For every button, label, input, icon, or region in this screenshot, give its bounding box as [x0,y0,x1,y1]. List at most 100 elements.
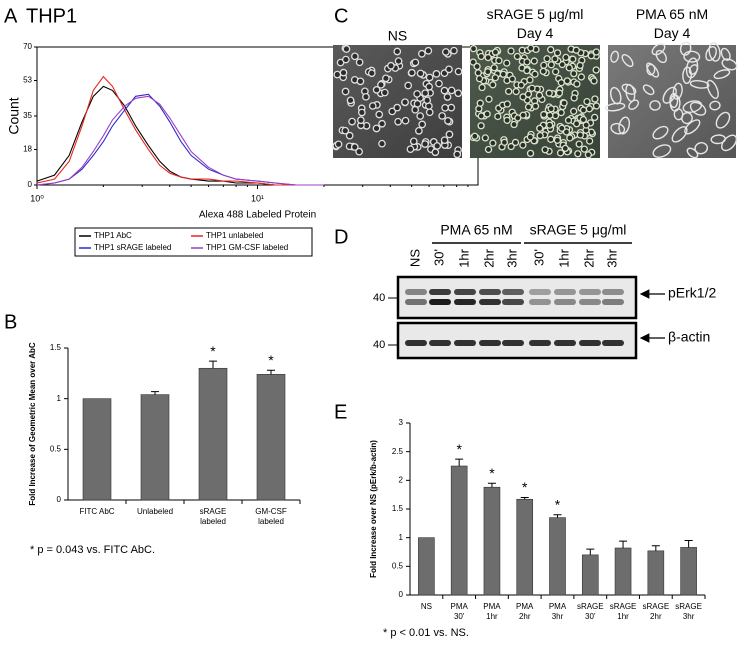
y-axis-label: Count [6,97,22,134]
cell [425,108,434,117]
lane-label: 1hr [456,248,471,267]
cell [357,116,365,125]
cell [590,77,598,85]
cell [621,53,634,68]
y-tick-label: 1.5 [50,343,62,352]
cell [682,66,692,85]
cell [477,112,485,120]
blot-band [579,289,601,295]
cell [563,77,571,85]
cell [440,136,449,145]
cell [503,116,511,124]
cell [551,55,559,63]
cell [367,69,376,78]
cell [511,138,520,147]
cell [580,145,588,153]
cell [610,50,620,63]
y-tick-label: 1 [57,394,62,403]
cell [682,100,703,113]
cell [505,87,513,96]
cell [566,134,574,142]
cell [372,86,381,94]
cell [503,59,511,67]
x-tick-label: sRAGE labeled [200,507,227,526]
legend-label: THP1 unlabeled [206,231,263,240]
significance-mark: * [555,496,561,512]
bar [198,367,228,501]
cell [454,67,463,76]
y-tick-label: 0.5 [392,561,404,570]
legend-label: THP1 GM-CSF labeled [206,243,288,252]
cell [355,58,364,67]
cell [689,80,710,89]
cell [590,113,599,122]
cell [450,46,458,55]
error-bar [586,548,595,555]
significance-mark: * [268,352,274,368]
cell [444,117,452,125]
significance-mark: * [522,479,528,495]
cell [421,140,429,148]
lane-label: 3hr [504,248,519,267]
cell [517,81,525,89]
cell [561,144,569,153]
cell [341,87,350,96]
cell [545,89,553,97]
blot-band [529,289,551,295]
blot-band [405,299,427,305]
blot-band [554,340,576,346]
cell [346,96,355,105]
cell [348,117,356,126]
cell [355,147,363,156]
legend-label: THP1 sRAGE labeled [94,243,171,252]
image-title: PMA 65 nM Day 4 [636,6,708,41]
cell [592,48,601,56]
y-tick-label: 35 [23,111,32,120]
lane-group-label: sRAGE 5 μg/ml [530,222,627,238]
cell [562,128,571,136]
cell [447,103,456,112]
bar [140,394,170,501]
error-bar [619,540,628,548]
cell [526,133,534,141]
y-tick-label: 18 [23,145,32,154]
cell [484,53,492,62]
cell [713,69,731,80]
cell [476,99,484,107]
cell [413,90,421,98]
cell [368,102,377,110]
cell [551,68,560,76]
cell [394,57,403,65]
error-bar [520,497,529,500]
cell [491,74,499,82]
cell [535,91,544,100]
cell [469,58,477,66]
cell [586,137,594,145]
cell [401,116,410,125]
cell [683,50,701,63]
image-title: sRAGE 5 μg/ml Day 4 [487,6,584,41]
cell [528,84,536,92]
cell [609,86,622,105]
image-title: NS [388,28,407,44]
cell [453,150,462,159]
cell [382,74,390,83]
cell [378,119,386,128]
blot-band [502,340,524,346]
cell [560,99,568,107]
x-tick-label: sRAGE 30' [577,602,604,621]
cell [440,86,449,95]
cell [388,107,397,116]
lane-label: NS [407,249,422,267]
cell [686,147,699,159]
cell [557,108,565,117]
error-bar [267,369,275,375]
cell [435,79,443,88]
cell [572,120,581,128]
cell [708,42,721,62]
x-tick-label: sRAGE 2hr [642,602,669,621]
cell [579,115,587,124]
x-tick-label: PMA 2hr [516,602,534,621]
cell [526,149,535,158]
x-tick-label: 10⁰ [30,193,44,203]
